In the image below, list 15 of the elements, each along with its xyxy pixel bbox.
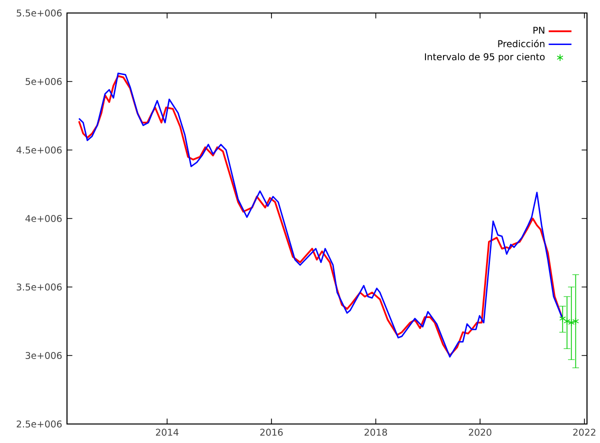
x-tick-label: 2020	[468, 428, 492, 436]
legend-label: Predicción	[498, 40, 544, 48]
y-tick-label: 3.5e+006	[16, 283, 62, 291]
legend-label: Intervalo de 95 por ciento	[425, 53, 545, 62]
x-tick-label: 2014	[156, 428, 178, 436]
y-tick-label: 5e+006	[26, 78, 62, 86]
y-tick-label: 4e+006	[25, 214, 62, 222]
x-tick-label: 2022	[573, 428, 596, 436]
legend-label: PN	[533, 26, 544, 34]
x-tick-label: 2018	[364, 428, 387, 436]
y-tick-label: 4.5e+006	[16, 146, 62, 154]
y-tick-label: 5.5e+006	[16, 9, 62, 17]
x-tick-label: 2016	[260, 428, 283, 436]
y-tick-label: 2.5e+006	[16, 420, 62, 428]
y-tick-label: 3e+006	[26, 352, 62, 360]
